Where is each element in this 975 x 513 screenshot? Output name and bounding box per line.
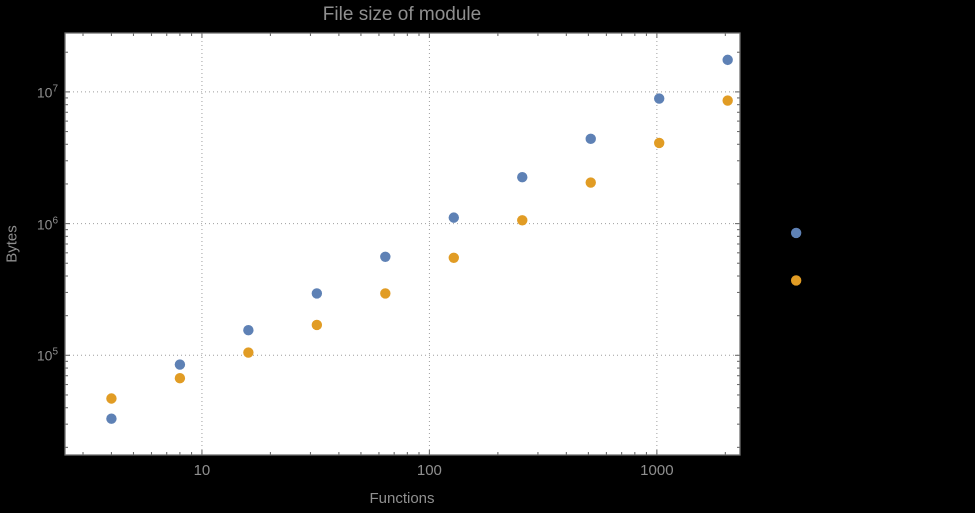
data-point-series-2-orange [790, 275, 802, 286]
x-tick-label: 10 [193, 462, 211, 479]
data-point-series-2-orange [106, 393, 117, 404]
data-point-series-1-blue [174, 359, 186, 370]
data-point-series-1-blue [585, 133, 596, 145]
data-point-series-2-orange [243, 347, 254, 358]
chart-title: File size of module [322, 4, 482, 25]
y-tick-label: 105 [36, 346, 58, 364]
data-point-series-1-blue [517, 172, 528, 183]
x-axis-label: Functions [369, 490, 435, 507]
data-point-series-1-blue [311, 288, 323, 299]
data-point-series-2-orange [585, 177, 596, 188]
data-point-series-2-orange [722, 95, 733, 106]
data-point-series-1-blue [722, 54, 733, 66]
x-tick-label: 1000 [640, 462, 674, 479]
data-point-series-1-blue [243, 325, 254, 336]
data-point-series-1-blue [380, 251, 391, 262]
x-tick-label: 100 [416, 462, 442, 479]
data-point-series-1-blue [790, 227, 802, 239]
y-tick-label: 106 [36, 215, 58, 232]
data-point-series-2-orange [654, 137, 665, 149]
plot-frame [64, 32, 741, 456]
y-tick-label: 107 [36, 83, 58, 101]
data-point-series-2-orange [380, 288, 391, 299]
plot-area [65, 33, 740, 455]
data-point-series-1-blue [106, 413, 117, 424]
data-point-series-2-orange [517, 215, 528, 226]
data-point-series-2-orange [311, 319, 323, 331]
data-point-series-1-blue [654, 93, 665, 104]
data-point-series-2-orange [174, 373, 186, 384]
data-point-series-1-blue [448, 212, 459, 223]
data-point-series-2-orange [448, 252, 459, 263]
